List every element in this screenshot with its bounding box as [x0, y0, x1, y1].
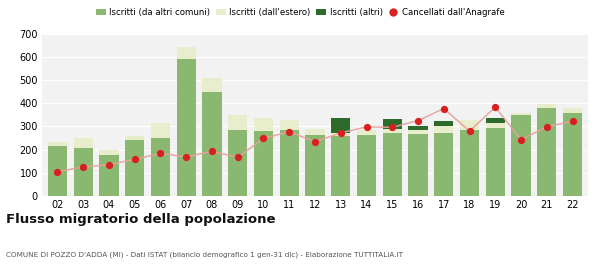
Bar	[331, 133, 350, 136]
Bar	[151, 139, 170, 196]
Bar	[254, 118, 273, 131]
Bar	[176, 59, 196, 196]
Bar	[537, 104, 556, 108]
Bar	[48, 142, 67, 146]
Bar	[331, 136, 350, 196]
Bar	[537, 108, 556, 196]
Bar	[74, 148, 93, 196]
Bar	[202, 92, 221, 196]
Point	[388, 125, 397, 130]
Point	[53, 169, 62, 174]
Bar	[151, 123, 170, 139]
Bar	[460, 120, 479, 130]
Point	[542, 125, 551, 129]
Bar	[485, 123, 505, 128]
Bar	[48, 146, 67, 196]
Bar	[228, 130, 247, 196]
Bar	[511, 115, 530, 196]
Point	[259, 136, 268, 141]
Bar	[383, 133, 402, 196]
Bar	[511, 113, 530, 115]
Bar	[357, 134, 376, 196]
Bar	[383, 119, 402, 129]
Bar	[100, 150, 119, 155]
Point	[413, 118, 423, 123]
Bar	[409, 130, 428, 134]
Legend: Iscritti (da altri comuni), Iscritti (dall'estero), Iscritti (altri), Cancellati: Iscritti (da altri comuni), Iscritti (da…	[92, 4, 508, 20]
Point	[181, 155, 191, 159]
Point	[207, 149, 217, 153]
Point	[336, 131, 346, 135]
Bar	[434, 121, 454, 126]
Point	[284, 129, 294, 134]
Bar	[383, 129, 402, 133]
Point	[439, 106, 449, 111]
Bar	[176, 47, 196, 59]
Point	[79, 165, 88, 169]
Point	[362, 125, 371, 129]
Bar	[485, 128, 505, 196]
Bar	[125, 140, 145, 196]
Bar	[202, 78, 221, 92]
Text: COMUNE DI POZZO D'ADDA (MI) - Dati ISTAT (bilancio demografico 1 gen-31 dic) - E: COMUNE DI POZZO D'ADDA (MI) - Dati ISTAT…	[6, 252, 403, 258]
Bar	[331, 118, 350, 133]
Bar	[254, 131, 273, 196]
Bar	[409, 134, 428, 196]
Point	[130, 157, 140, 162]
Bar	[125, 136, 145, 140]
Point	[310, 139, 320, 144]
Bar	[305, 134, 325, 196]
Point	[465, 129, 475, 133]
Bar	[434, 133, 454, 196]
Point	[155, 151, 165, 156]
Bar	[305, 129, 325, 134]
Bar	[563, 113, 582, 196]
Point	[233, 155, 242, 160]
Bar	[434, 126, 454, 133]
Point	[568, 119, 577, 123]
Bar	[409, 126, 428, 130]
Point	[104, 162, 114, 167]
Bar	[228, 115, 247, 130]
Bar	[357, 130, 376, 134]
Bar	[563, 108, 582, 113]
Text: Flusso migratorio della popolazione: Flusso migratorio della popolazione	[6, 213, 275, 226]
Bar	[280, 130, 299, 196]
Bar	[100, 155, 119, 196]
Bar	[460, 130, 479, 196]
Point	[516, 137, 526, 142]
Point	[490, 105, 500, 109]
Bar	[485, 118, 505, 123]
Bar	[280, 120, 299, 130]
Bar	[74, 138, 93, 148]
